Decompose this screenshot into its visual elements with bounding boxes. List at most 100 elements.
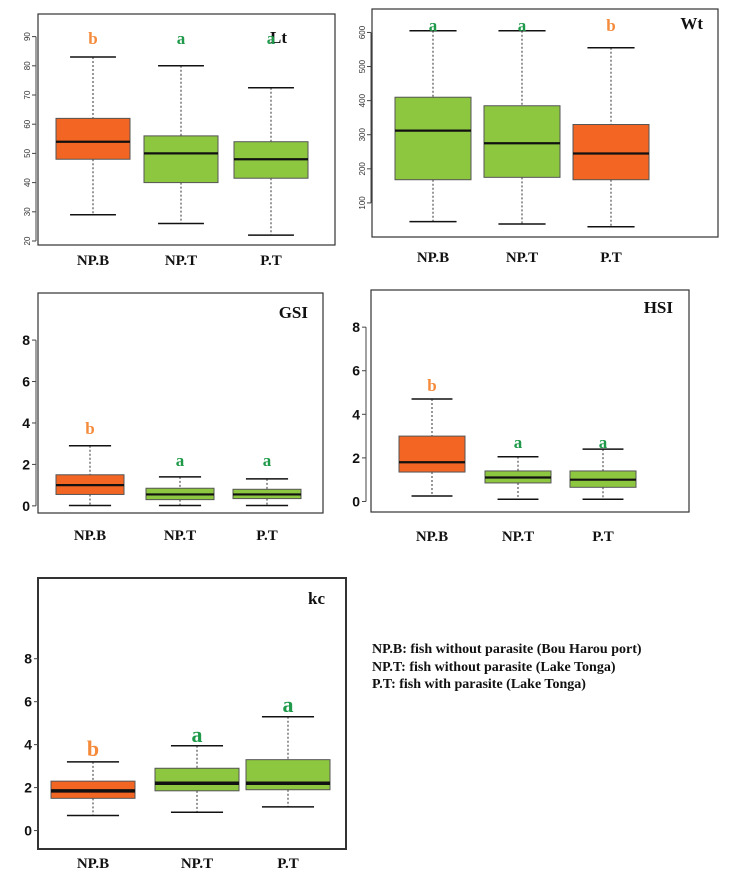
significance-letter: b <box>87 736 99 761</box>
panel-title: Wt <box>680 14 703 33</box>
panel-title: Lt <box>270 28 287 47</box>
box-pt: a <box>232 451 302 507</box>
panel-wt: 100 200 300 400 500 600 Wt a NP.B a NP.T b P.T <box>358 8 719 266</box>
significance-letter: b <box>85 419 94 438</box>
x-tick-label: P.T <box>256 528 278 544</box>
y-tick-label: 90 <box>23 32 32 41</box>
box-pt: a <box>233 29 309 236</box>
box-npb: b <box>55 29 131 216</box>
x-tick-label: NP.T <box>164 528 196 544</box>
x-tick-label: NP.B <box>74 528 106 544</box>
significance-letter: a <box>263 451 272 470</box>
x-tick-label: NP.B <box>77 253 109 269</box>
y-tick-label: 8 <box>22 332 30 348</box>
y-tick-label: 0 <box>352 493 360 509</box>
y-tick-label: 4 <box>24 737 32 753</box>
box-npt: a <box>154 722 240 814</box>
y-tick-label: 40 <box>23 178 32 187</box>
plot-frame <box>37 577 347 850</box>
significance-letter: a <box>192 722 203 747</box>
y-tick-label: 8 <box>352 319 360 335</box>
panel-title: GSI <box>279 303 309 322</box>
box-npb: b <box>50 736 136 817</box>
significance-letter: a <box>599 433 608 452</box>
y-tick-label: 600 <box>358 25 367 39</box>
box-pt: b <box>572 16 650 228</box>
panel-hsi: 0 2 4 6 8 HSI b NP.B a NP.T a P.T <box>352 289 690 545</box>
y-tick-label: 6 <box>22 374 30 390</box>
y-tick-label: 500 <box>358 59 367 73</box>
box-npb: b <box>55 419 125 507</box>
panel-title: kc <box>308 589 325 608</box>
box-iqr <box>394 96 472 181</box>
box-npb: b <box>398 376 466 497</box>
x-tick-label: P.T <box>600 250 622 266</box>
x-tick-label: NP.T <box>506 250 538 266</box>
box-iqr <box>398 435 466 473</box>
y-tick-label: 6 <box>352 363 360 379</box>
y-tick-label: 200 <box>358 162 367 176</box>
x-tick-label: P.T <box>277 856 299 872</box>
y-tick-label: 2 <box>22 456 30 472</box>
x-tick-label: NP.T <box>502 529 534 545</box>
y-tick-label: 60 <box>23 119 32 128</box>
box-pt: a <box>569 433 637 501</box>
box-npt: a <box>143 29 219 225</box>
panel-kc: 0 2 4 6 8 kc b NP.B a NP.T a P.T <box>24 577 347 872</box>
x-tick-label: P.T <box>592 529 614 545</box>
plot-frame <box>37 292 324 514</box>
box-iqr <box>572 124 650 181</box>
y-tick-label: 300 <box>358 128 367 142</box>
y-tick-label: 2 <box>352 450 360 466</box>
y-tick-label: 400 <box>358 93 367 107</box>
significance-letter: b <box>606 16 615 35</box>
significance-letter: b <box>427 376 436 395</box>
significance-letter: a <box>514 433 523 452</box>
x-tick-label: NP.B <box>417 250 449 266</box>
significance-letter: a <box>267 29 276 48</box>
significance-letter: a <box>429 16 438 35</box>
y-tick-label: 8 <box>24 651 32 667</box>
y-tick-label: 2 <box>24 780 32 796</box>
box-npt: a <box>483 16 561 225</box>
box-pt: a <box>245 692 331 808</box>
legend-item-npb: NP.B: fish without parasite (Bou Harou p… <box>372 642 642 657</box>
y-tick-label: 0 <box>24 823 32 839</box>
panel-title: HSI <box>644 298 674 317</box>
significance-letter: b <box>88 29 97 48</box>
significance-letter: a <box>176 451 185 470</box>
y-tick-label: 6 <box>24 694 32 710</box>
y-tick-label: 50 <box>23 148 32 157</box>
plot-frame <box>371 8 719 238</box>
y-tick-label: 4 <box>22 415 30 431</box>
significance-letter: a <box>283 692 294 717</box>
box-npt: a <box>145 451 215 507</box>
y-tick-label: 70 <box>23 90 32 99</box>
box-iqr <box>154 767 240 792</box>
x-tick-label: NP.B <box>77 856 109 872</box>
legend-item-pt: P.T: fish with parasite (Lake Tonga) <box>372 677 586 692</box>
box-npt: a <box>484 433 552 501</box>
y-tick-label: 0 <box>22 498 30 514</box>
x-tick-label: NP.T <box>181 856 213 872</box>
y-tick-label: 100 <box>358 196 367 210</box>
plot-frame <box>370 289 690 513</box>
panel-gsi: 0 2 4 6 8 GSI b NP.B a NP.T a P.T <box>22 292 324 544</box>
panel-lt: 20 30 40 50 60 70 80 90 Lt b NP.B a NP.T a P.T <box>23 13 336 269</box>
box-iqr <box>245 759 331 791</box>
significance-letter: a <box>518 16 527 35</box>
x-tick-label: NP.T <box>165 253 197 269</box>
x-tick-label: P.T <box>260 253 282 269</box>
box-iqr <box>143 135 219 184</box>
box-iqr <box>483 105 561 178</box>
y-tick-label: 4 <box>352 406 360 422</box>
plot-frame <box>37 13 336 246</box>
box-iqr <box>55 117 131 160</box>
legend: NP.B: fish without parasite (Bou Harou p… <box>372 641 642 694</box>
y-tick-label: 80 <box>23 61 32 70</box>
x-tick-label: NP.B <box>416 529 448 545</box>
significance-letter: a <box>177 29 186 48</box>
y-tick-label: 20 <box>23 236 32 245</box>
y-tick-label: 30 <box>23 207 32 216</box>
